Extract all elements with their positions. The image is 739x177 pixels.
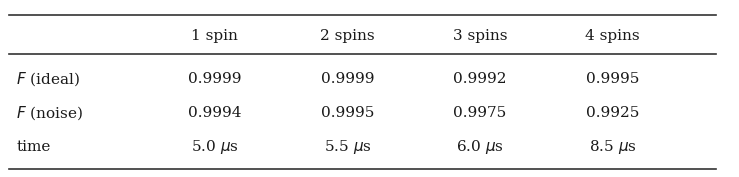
Text: 5.0 $\mu$s: 5.0 $\mu$s: [191, 138, 239, 156]
Text: 0.9995: 0.9995: [586, 72, 639, 86]
Text: 4 spins: 4 spins: [585, 29, 640, 43]
Text: 0.9992: 0.9992: [453, 72, 507, 86]
Text: 5.5 $\mu$s: 5.5 $\mu$s: [324, 138, 371, 156]
Text: $F$ (ideal): $F$ (ideal): [16, 70, 80, 88]
Text: 0.9999: 0.9999: [188, 72, 242, 86]
Text: $F$ (noise): $F$ (noise): [16, 104, 84, 122]
Text: 8.5 $\mu$s: 8.5 $\mu$s: [588, 138, 636, 156]
Text: 2 spins: 2 spins: [320, 29, 375, 43]
Text: 1 spin: 1 spin: [191, 29, 239, 43]
Text: 3 spins: 3 spins: [453, 29, 507, 43]
Text: 6.0 $\mu$s: 6.0 $\mu$s: [456, 138, 504, 156]
Text: 0.9999: 0.9999: [321, 72, 374, 86]
Text: time: time: [16, 140, 50, 154]
Text: 0.9975: 0.9975: [453, 106, 506, 120]
Text: 0.9994: 0.9994: [188, 106, 242, 120]
Text: 0.9925: 0.9925: [586, 106, 639, 120]
Text: 0.9995: 0.9995: [321, 106, 374, 120]
